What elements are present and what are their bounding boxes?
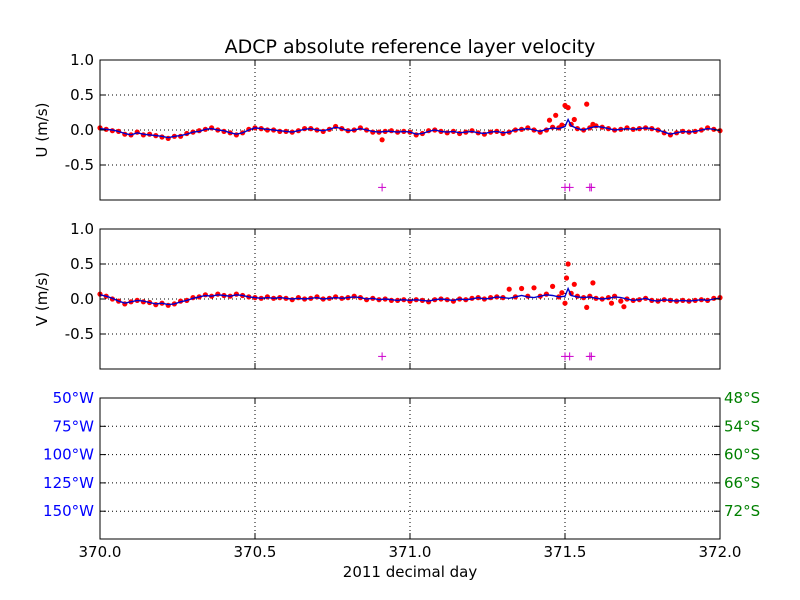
data-point bbox=[506, 286, 512, 292]
y-tick-label: 0.5 bbox=[70, 255, 94, 273]
plus-marker bbox=[378, 352, 387, 361]
data-point bbox=[584, 101, 590, 107]
chart-title: ADCP absolute reference layer velocity bbox=[225, 36, 596, 58]
v-y-ticks: 1.0 0.5 0.0 -0.5 bbox=[65, 220, 720, 343]
x-tick-label: 372.0 bbox=[699, 543, 742, 561]
data-point bbox=[379, 137, 385, 143]
latitude-tick-label: 72°S bbox=[724, 502, 760, 520]
u-y-ticks: 1.0 0.5 0.0 -0.5 bbox=[65, 51, 720, 174]
data-point bbox=[621, 304, 627, 310]
plus-marker bbox=[565, 352, 574, 361]
v-velocity-panel: 1.0 0.5 0.0 -0.5 V (m/s) bbox=[33, 220, 723, 370]
data-point bbox=[562, 300, 568, 306]
y-tick-label: 1.0 bbox=[70, 220, 94, 238]
data-point bbox=[584, 304, 590, 310]
v-y-axis-label: V (m/s) bbox=[33, 272, 51, 326]
position-plot-frame bbox=[99, 397, 721, 540]
plus-marker bbox=[587, 352, 596, 361]
y-tick-label: 1.0 bbox=[70, 51, 94, 69]
longitude-tick-label: 125°W bbox=[43, 474, 94, 492]
latitude-tick-label: 48°S bbox=[724, 389, 760, 407]
data-point bbox=[571, 116, 577, 123]
data-point bbox=[553, 112, 559, 118]
data-point bbox=[565, 261, 571, 267]
series-line bbox=[99, 117, 721, 139]
data-point bbox=[550, 283, 556, 289]
data-point bbox=[519, 285, 525, 292]
v-grid bbox=[100, 229, 720, 369]
u-y-axis-label: U (m/s) bbox=[33, 103, 51, 158]
data-point bbox=[559, 290, 565, 296]
longitude-tick-label: 100°W bbox=[43, 446, 94, 464]
y-tick-label: -0.5 bbox=[65, 156, 94, 174]
x-tick-label: 370.5 bbox=[234, 543, 277, 561]
series-line bbox=[99, 286, 721, 306]
data-point bbox=[608, 300, 615, 306]
data-point bbox=[531, 285, 537, 291]
u-x-ticks bbox=[99, 60, 721, 200]
y-tick-label: 0.0 bbox=[70, 121, 94, 139]
data-point bbox=[571, 281, 577, 287]
v-x-ticks bbox=[99, 229, 721, 369]
data-point bbox=[590, 280, 596, 286]
longitude-tick-label: 150°W bbox=[43, 502, 94, 520]
data-point bbox=[565, 105, 571, 111]
data-point bbox=[388, 128, 394, 134]
u-velocity-panel: 1.0 0.5 0.0 -0.5 U (m/s) bbox=[33, 51, 723, 201]
v-series bbox=[97, 261, 723, 361]
plus-marker bbox=[565, 183, 574, 192]
latitude-tick-label: 54°S bbox=[724, 417, 760, 435]
position-grid bbox=[100, 398, 720, 539]
x-tick-label: 370.0 bbox=[79, 543, 122, 561]
data-point bbox=[618, 298, 624, 304]
plus-marker bbox=[378, 183, 387, 192]
y-tick-label: 0.5 bbox=[70, 86, 94, 104]
x-tick-label: 371.5 bbox=[544, 543, 587, 561]
latitude-tick-label: 60°S bbox=[724, 446, 760, 464]
position-panel: 370.0 370.5 371.0 371.5 372.0 50°W 48°S 75°W 54°… bbox=[43, 389, 760, 581]
longitude-tick-label: 75°W bbox=[53, 417, 95, 435]
u-series bbox=[97, 101, 723, 192]
data-point bbox=[546, 117, 553, 123]
plus-marker bbox=[587, 183, 596, 192]
longitude-tick-label: 50°W bbox=[53, 389, 95, 407]
data-point bbox=[563, 275, 570, 281]
y-tick-label: 0.0 bbox=[70, 290, 94, 308]
position-ticks: 370.0 370.5 371.0 371.5 372.0 50°W 48°S 75°W 54°… bbox=[43, 389, 760, 561]
y-tick-label: -0.5 bbox=[65, 325, 94, 343]
x-tick-label: 371.0 bbox=[389, 543, 432, 561]
latitude-tick-label: 66°S bbox=[724, 474, 760, 492]
x-axis-label: 2011 decimal day bbox=[343, 563, 478, 581]
